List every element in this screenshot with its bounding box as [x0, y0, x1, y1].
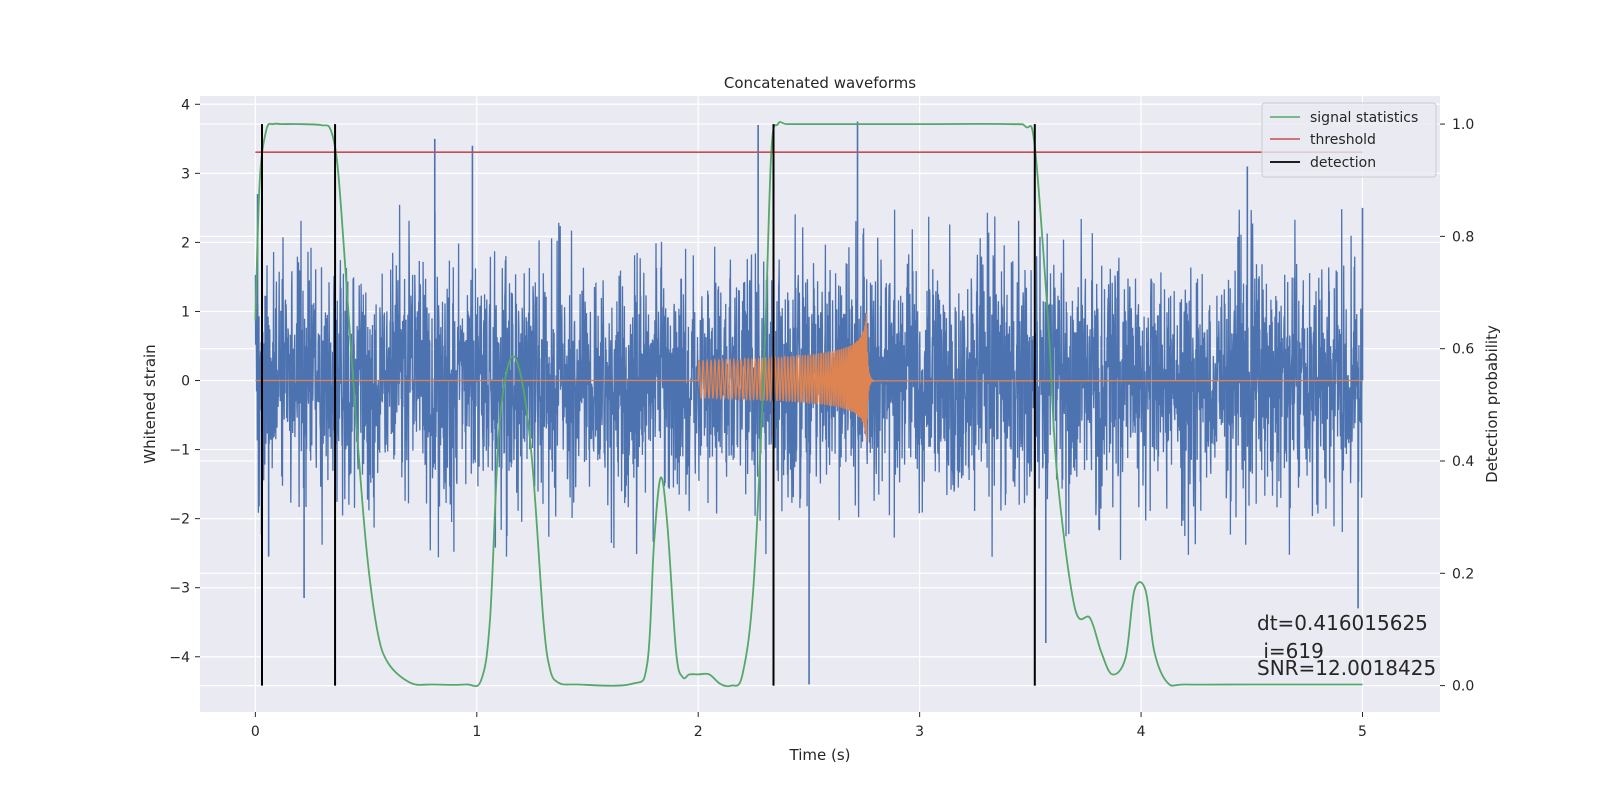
legend-box — [1261, 102, 1437, 178]
ticks: 0 1 2 3 4 5 −4 −3 −2 −1 0 1 2 3 4 0.0 0.2 0.4 0.6 0.8 1.0 — [169, 97, 1474, 740]
legend: signal statistics threshold detection — [1261, 102, 1437, 178]
x-tick-label: 5 — [1358, 724, 1367, 740]
y-axis-label-right: Detection probability — [1483, 325, 1501, 483]
series-layer — [254, 121, 1364, 688]
y-right-tick-label: 0.0 — [1452, 679, 1474, 695]
y-right-tick-label: 0.2 — [1452, 566, 1474, 582]
annotations: dt=0.416015625 i=619 SNR=12.0018425 — [1257, 611, 1436, 680]
annotation-snr: SNR=12.0018425 — [1257, 656, 1436, 680]
legend-label-detection: detection — [1310, 155, 1376, 171]
y-tick-label: −4 — [169, 650, 190, 666]
x-tick-label: 2 — [694, 724, 703, 740]
annotation-dt: dt=0.416015625 — [1257, 611, 1428, 635]
y-tick-label: −1 — [169, 443, 190, 459]
x-axis-label: Time (s) — [789, 746, 851, 764]
x-tick-label: 1 — [472, 724, 481, 740]
y-tick-label: −2 — [169, 512, 190, 528]
legend-label-threshold: threshold — [1310, 132, 1376, 148]
x-tick-label: 4 — [1137, 724, 1146, 740]
injected-waveform-line — [255, 312, 1363, 443]
y-right-tick-label: 0.8 — [1452, 229, 1474, 245]
y-tick-label: −3 — [169, 581, 190, 597]
y-right-tick-label: 0.4 — [1452, 454, 1474, 470]
y-tick-label: 1 — [181, 304, 190, 320]
y-tick-label: 0 — [181, 374, 190, 390]
x-tick-label: 0 — [251, 724, 260, 740]
y-tick-label: 2 — [181, 235, 190, 251]
y-right-tick-label: 1.0 — [1452, 117, 1474, 133]
signal-statistics-line — [254, 121, 1363, 688]
annotation-index: i=619 — [1257, 639, 1324, 663]
y-tick-label: 4 — [181, 97, 190, 113]
y-right-tick-label: 0.6 — [1452, 342, 1474, 358]
legend-label-signal-statistics: signal statistics — [1310, 110, 1418, 126]
x-tick-label: 3 — [915, 724, 924, 740]
chart-title: Concatenated waveforms — [724, 74, 916, 92]
y-tick-label: 3 — [181, 166, 190, 182]
y-axis-label: Whitened strain — [141, 344, 159, 463]
